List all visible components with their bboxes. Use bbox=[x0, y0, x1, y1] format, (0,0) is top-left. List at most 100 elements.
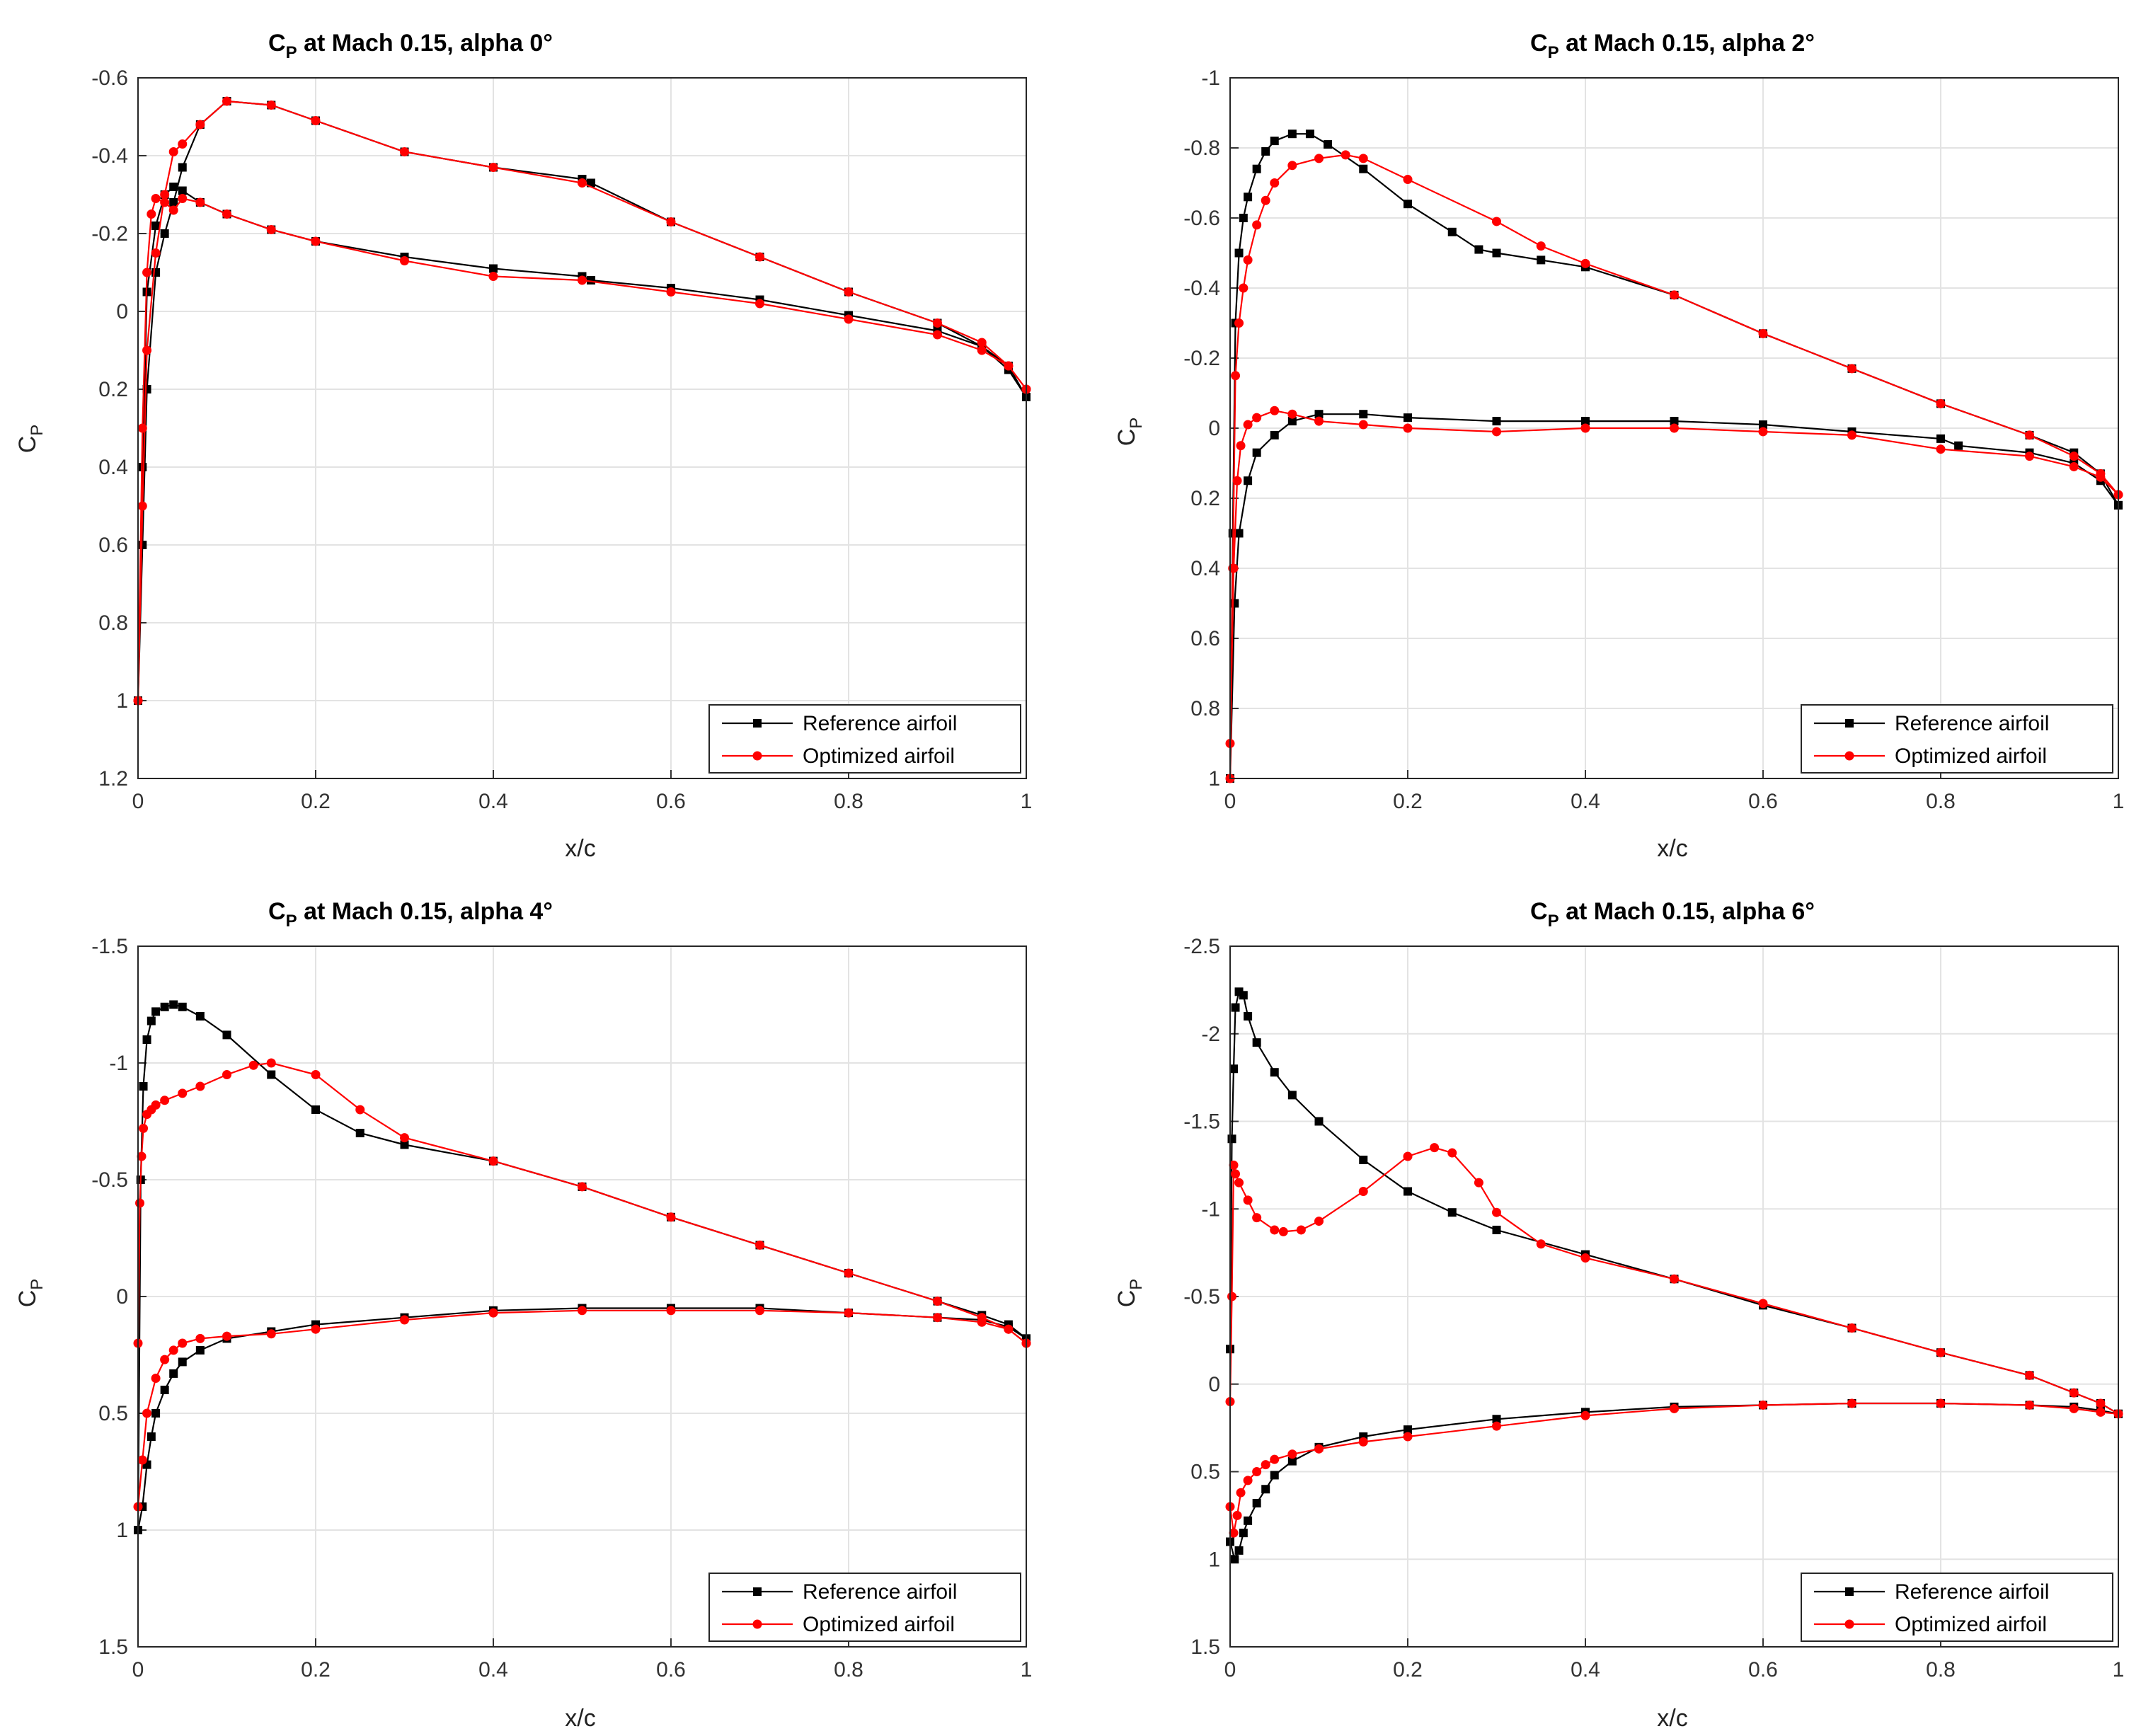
data-point bbox=[933, 1313, 942, 1323]
data-point bbox=[2025, 1370, 2034, 1380]
axes-frame bbox=[1229, 77, 2119, 779]
y-tick-label: 0.5 bbox=[1190, 1461, 1220, 1484]
y-tick-label: 0.6 bbox=[98, 534, 128, 557]
data-point bbox=[1287, 161, 1297, 171]
data-point bbox=[1230, 1555, 1239, 1564]
x-tick-label: 0 bbox=[1224, 790, 1236, 813]
data-point bbox=[2096, 1398, 2106, 1408]
data-point bbox=[578, 275, 587, 285]
data-point bbox=[195, 1081, 205, 1091]
legend-label: Optimized airfoil bbox=[1895, 745, 2047, 768]
legend-marker bbox=[1844, 1619, 1854, 1629]
data-point bbox=[1359, 410, 1368, 419]
data-point bbox=[1492, 1415, 1501, 1424]
y-tick-label: -2 bbox=[1201, 1023, 1220, 1046]
data-point bbox=[933, 1297, 942, 1306]
y-tick-label: 0.8 bbox=[98, 611, 128, 635]
data-point bbox=[1236, 1488, 1246, 1498]
data-point bbox=[666, 287, 676, 297]
data-point bbox=[168, 147, 178, 156]
axes-frame bbox=[137, 77, 1027, 779]
data-point bbox=[1492, 427, 1501, 437]
y-tick-label: -1.5 bbox=[91, 935, 128, 958]
data-point bbox=[488, 163, 498, 172]
data-point bbox=[139, 1082, 148, 1091]
data-point bbox=[2069, 461, 2079, 471]
data-point bbox=[311, 1070, 321, 1079]
data-point bbox=[1261, 195, 1270, 205]
y-tick-label: 0 bbox=[116, 1285, 128, 1309]
chart-title: CP at Mach 0.15, alpha 4° bbox=[268, 898, 553, 931]
data-point bbox=[400, 256, 409, 265]
data-point bbox=[311, 1324, 321, 1334]
data-point bbox=[1492, 1225, 1501, 1234]
data-point bbox=[222, 209, 231, 219]
series-optimized bbox=[133, 96, 1031, 706]
data-point bbox=[266, 100, 276, 110]
y-tick-label: 0.2 bbox=[1190, 487, 1220, 510]
data-point bbox=[1670, 290, 1679, 300]
cp-chart-alpha-4: CP at Mach 0.15, alpha 4° x/c CP 0 0.2 0.4… bbox=[14, 898, 1032, 1732]
data-point bbox=[195, 120, 205, 130]
y-tick-label: 0.6 bbox=[1190, 627, 1220, 650]
data-point bbox=[844, 314, 854, 324]
data-point bbox=[1580, 1253, 1590, 1263]
data-point bbox=[222, 1331, 231, 1341]
data-point bbox=[1314, 410, 1324, 419]
data-point bbox=[400, 1140, 409, 1149]
x-axis-label: x/c bbox=[1657, 1705, 1687, 1732]
data-point bbox=[1270, 406, 1280, 415]
data-point bbox=[266, 225, 276, 234]
y-axis-label: CP bbox=[1113, 418, 1146, 447]
y-tick-label: -0.6 bbox=[1183, 207, 1220, 230]
data-point bbox=[1670, 417, 1679, 426]
data-point bbox=[1430, 1143, 1440, 1153]
data-point bbox=[1492, 417, 1501, 426]
data-point bbox=[2096, 472, 2106, 482]
legend-box bbox=[708, 704, 1021, 774]
data-point bbox=[1231, 1003, 1240, 1012]
x-tick-label: 0.4 bbox=[478, 1658, 508, 1682]
axes-frame bbox=[1229, 945, 2119, 1648]
data-point bbox=[1252, 413, 1262, 422]
x-tick-label: 0.2 bbox=[1393, 1658, 1423, 1682]
data-point bbox=[1244, 1012, 1253, 1021]
data-point bbox=[1270, 178, 1280, 188]
data-point bbox=[1758, 1400, 1768, 1410]
data-point bbox=[1314, 1444, 1324, 1454]
data-point bbox=[1936, 444, 1946, 454]
data-point bbox=[1359, 1155, 1368, 1164]
data-point bbox=[1239, 1529, 1248, 1538]
upper-surface-line bbox=[137, 185, 1027, 701]
upper-surface-line bbox=[137, 197, 1027, 701]
y-tick-label: -0.4 bbox=[91, 144, 128, 168]
data-point bbox=[160, 1096, 170, 1105]
data-point bbox=[1403, 175, 1413, 185]
data-point bbox=[1252, 164, 1261, 173]
data-point bbox=[1287, 409, 1297, 419]
data-point bbox=[222, 1030, 231, 1040]
series-optimized bbox=[1225, 150, 2123, 783]
x-tick-label: 0.2 bbox=[301, 790, 331, 813]
data-point bbox=[1252, 1467, 1262, 1476]
y-tick-label: -0.4 bbox=[1183, 277, 1220, 300]
y-tick-label: -0.5 bbox=[1183, 1285, 1220, 1309]
data-point bbox=[135, 1198, 145, 1208]
data-point bbox=[195, 197, 205, 207]
data-point bbox=[1314, 1117, 1324, 1126]
data-point bbox=[755, 1240, 764, 1250]
y-tick-label: -0.8 bbox=[1183, 137, 1220, 160]
data-point bbox=[1232, 476, 1242, 485]
data-point bbox=[1759, 420, 1767, 430]
y-tick-label: 0.4 bbox=[98, 456, 128, 479]
data-point bbox=[1270, 1225, 1280, 1235]
data-point bbox=[355, 1105, 365, 1115]
data-point bbox=[1243, 1195, 1253, 1205]
data-point bbox=[666, 217, 676, 226]
data-point bbox=[1314, 1217, 1324, 1226]
data-point bbox=[1229, 563, 1239, 573]
data-point bbox=[151, 222, 161, 230]
x-tick-label: 0.6 bbox=[656, 1658, 686, 1682]
data-point bbox=[977, 338, 987, 347]
data-point bbox=[844, 287, 854, 297]
